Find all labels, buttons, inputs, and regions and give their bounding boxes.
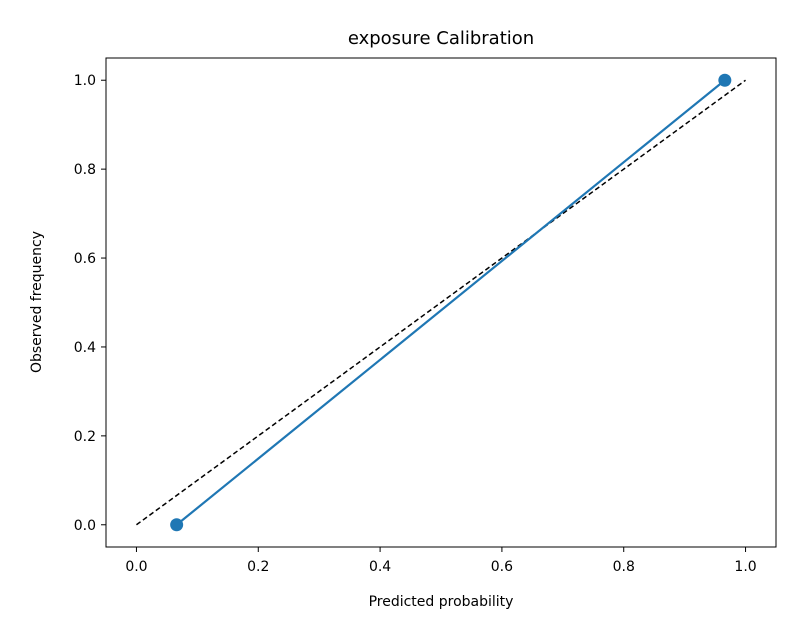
x-axis: 0.0 0.2 0.4 0.6 0.8 1.0 — [125, 547, 757, 575]
plot-frame — [105, 57, 777, 548]
y-tick-label: 0.2 — [74, 429, 96, 445]
x-tick-label: 0.8 — [613, 559, 635, 575]
series-line — [175, 79, 726, 526]
y-axis-label: Observed frequency — [29, 231, 45, 373]
y-tick-label: 1.0 — [74, 73, 96, 89]
x-tick-label: 0.2 — [247, 559, 269, 575]
data-point — [718, 73, 732, 87]
y-tick-label: 0.6 — [74, 251, 96, 267]
chart-title: exposure Calibration — [348, 28, 534, 49]
y-axis: 0.0 0.2 0.4 0.6 0.8 1.0 — [74, 73, 106, 534]
x-tick-label: 0.4 — [369, 559, 391, 575]
plot-area — [136, 73, 746, 532]
perfect-calibration-line — [136, 79, 746, 526]
y-tick-label: 0.4 — [74, 340, 96, 356]
y-tick-label: 0.0 — [74, 518, 96, 534]
data-point — [170, 518, 184, 532]
x-axis-label: Predicted probability — [369, 594, 514, 610]
x-tick-label: 0.0 — [125, 559, 147, 575]
x-tick-label: 1.0 — [734, 559, 756, 575]
y-tick-label: 0.8 — [74, 162, 96, 178]
x-tick-label: 0.6 — [491, 559, 513, 575]
